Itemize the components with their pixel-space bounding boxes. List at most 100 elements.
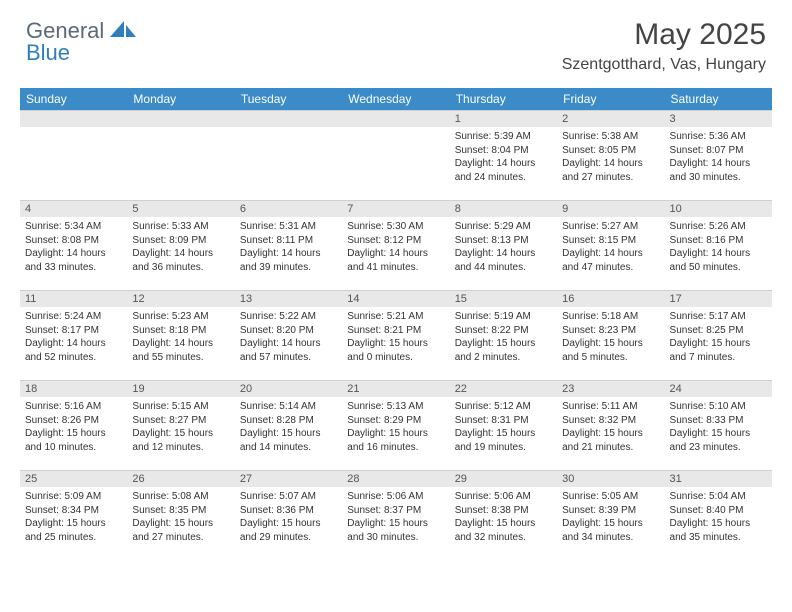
calendar-cell: 30Sunrise: 5:05 AMSunset: 8:39 PMDayligh… xyxy=(557,470,664,560)
day-header: Monday xyxy=(127,88,234,110)
daylight-line: Daylight: 14 hours and 36 minutes. xyxy=(132,247,229,274)
calendar-cell: 21Sunrise: 5:13 AMSunset: 8:29 PMDayligh… xyxy=(342,380,449,470)
sunrise-line: Sunrise: 5:21 AM xyxy=(347,310,444,324)
daylight-line: Daylight: 15 hours and 23 minutes. xyxy=(670,427,767,454)
day-details: Sunrise: 5:26 AMSunset: 8:16 PMDaylight:… xyxy=(665,217,772,276)
calendar-cell: 23Sunrise: 5:11 AMSunset: 8:32 PMDayligh… xyxy=(557,380,664,470)
calendar-cell: 2Sunrise: 5:38 AMSunset: 8:05 PMDaylight… xyxy=(557,110,664,200)
day-details: Sunrise: 5:06 AMSunset: 8:37 PMDaylight:… xyxy=(342,487,449,546)
sunrise-line: Sunrise: 5:36 AM xyxy=(670,130,767,144)
sunset-line: Sunset: 8:39 PM xyxy=(562,504,659,518)
sunset-line: Sunset: 8:23 PM xyxy=(562,324,659,338)
calendar-cell: 13Sunrise: 5:22 AMSunset: 8:20 PMDayligh… xyxy=(235,290,342,380)
sunset-line: Sunset: 8:34 PM xyxy=(25,504,122,518)
sunrise-line: Sunrise: 5:24 AM xyxy=(25,310,122,324)
daylight-line: Daylight: 15 hours and 34 minutes. xyxy=(562,517,659,544)
calendar-cell: 4Sunrise: 5:34 AMSunset: 8:08 PMDaylight… xyxy=(20,200,127,290)
calendar-cell xyxy=(342,110,449,200)
sunset-line: Sunset: 8:13 PM xyxy=(455,234,552,248)
sunset-line: Sunset: 8:37 PM xyxy=(347,504,444,518)
daylight-line: Daylight: 14 hours and 27 minutes. xyxy=(562,157,659,184)
day-header-row: SundayMondayTuesdayWednesdayThursdayFrid… xyxy=(20,88,772,110)
day-number: 17 xyxy=(665,290,772,307)
daylight-line: Daylight: 15 hours and 2 minutes. xyxy=(455,337,552,364)
day-details: Sunrise: 5:24 AMSunset: 8:17 PMDaylight:… xyxy=(20,307,127,366)
sunset-line: Sunset: 8:35 PM xyxy=(132,504,229,518)
empty-day-bar xyxy=(20,110,127,127)
day-number: 24 xyxy=(665,380,772,397)
sunrise-line: Sunrise: 5:31 AM xyxy=(240,220,337,234)
calendar-cell: 20Sunrise: 5:14 AMSunset: 8:28 PMDayligh… xyxy=(235,380,342,470)
day-details: Sunrise: 5:14 AMSunset: 8:28 PMDaylight:… xyxy=(235,397,342,456)
empty-day-bar xyxy=(235,110,342,127)
day-details: Sunrise: 5:13 AMSunset: 8:29 PMDaylight:… xyxy=(342,397,449,456)
day-details: Sunrise: 5:38 AMSunset: 8:05 PMDaylight:… xyxy=(557,127,664,186)
day-number: 23 xyxy=(557,380,664,397)
logo-text-blue: Blue xyxy=(26,40,70,66)
sunset-line: Sunset: 8:09 PM xyxy=(132,234,229,248)
calendar-cell: 9Sunrise: 5:27 AMSunset: 8:15 PMDaylight… xyxy=(557,200,664,290)
sunset-line: Sunset: 8:25 PM xyxy=(670,324,767,338)
daylight-line: Daylight: 14 hours and 30 minutes. xyxy=(670,157,767,184)
logo-line2: Blue xyxy=(26,40,70,66)
calendar-cell: 1Sunrise: 5:39 AMSunset: 8:04 PMDaylight… xyxy=(450,110,557,200)
day-number: 10 xyxy=(665,200,772,217)
day-details: Sunrise: 5:39 AMSunset: 8:04 PMDaylight:… xyxy=(450,127,557,186)
sunrise-line: Sunrise: 5:39 AM xyxy=(455,130,552,144)
day-header: Tuesday xyxy=(235,88,342,110)
sunrise-line: Sunrise: 5:13 AM xyxy=(347,400,444,414)
daylight-line: Daylight: 15 hours and 5 minutes. xyxy=(562,337,659,364)
day-details: Sunrise: 5:30 AMSunset: 8:12 PMDaylight:… xyxy=(342,217,449,276)
day-number: 19 xyxy=(127,380,234,397)
day-number: 20 xyxy=(235,380,342,397)
calendar-cell: 6Sunrise: 5:31 AMSunset: 8:11 PMDaylight… xyxy=(235,200,342,290)
day-details: Sunrise: 5:06 AMSunset: 8:38 PMDaylight:… xyxy=(450,487,557,546)
calendar-cell: 31Sunrise: 5:04 AMSunset: 8:40 PMDayligh… xyxy=(665,470,772,560)
calendar-cell: 26Sunrise: 5:08 AMSunset: 8:35 PMDayligh… xyxy=(127,470,234,560)
day-details: Sunrise: 5:23 AMSunset: 8:18 PMDaylight:… xyxy=(127,307,234,366)
sunset-line: Sunset: 8:04 PM xyxy=(455,144,552,158)
daylight-line: Daylight: 14 hours and 44 minutes. xyxy=(455,247,552,274)
day-details: Sunrise: 5:11 AMSunset: 8:32 PMDaylight:… xyxy=(557,397,664,456)
calendar-cell: 14Sunrise: 5:21 AMSunset: 8:21 PMDayligh… xyxy=(342,290,449,380)
sunrise-line: Sunrise: 5:34 AM xyxy=(25,220,122,234)
calendar-cell: 19Sunrise: 5:15 AMSunset: 8:27 PMDayligh… xyxy=(127,380,234,470)
day-header: Saturday xyxy=(665,88,772,110)
sunrise-line: Sunrise: 5:29 AM xyxy=(455,220,552,234)
day-header: Friday xyxy=(557,88,664,110)
sunset-line: Sunset: 8:22 PM xyxy=(455,324,552,338)
sunrise-line: Sunrise: 5:18 AM xyxy=(562,310,659,324)
calendar-week-row: 18Sunrise: 5:16 AMSunset: 8:26 PMDayligh… xyxy=(20,380,772,470)
calendar-cell xyxy=(127,110,234,200)
sunrise-line: Sunrise: 5:26 AM xyxy=(670,220,767,234)
daylight-line: Daylight: 15 hours and 19 minutes. xyxy=(455,427,552,454)
sunset-line: Sunset: 8:20 PM xyxy=(240,324,337,338)
daylight-line: Daylight: 14 hours and 41 minutes. xyxy=(347,247,444,274)
calendar-cell: 25Sunrise: 5:09 AMSunset: 8:34 PMDayligh… xyxy=(20,470,127,560)
daylight-line: Daylight: 14 hours and 33 minutes. xyxy=(25,247,122,274)
day-details: Sunrise: 5:15 AMSunset: 8:27 PMDaylight:… xyxy=(127,397,234,456)
sunrise-line: Sunrise: 5:11 AM xyxy=(562,400,659,414)
day-number: 9 xyxy=(557,200,664,217)
calendar-cell: 8Sunrise: 5:29 AMSunset: 8:13 PMDaylight… xyxy=(450,200,557,290)
sunset-line: Sunset: 8:08 PM xyxy=(25,234,122,248)
day-number: 27 xyxy=(235,470,342,487)
calendar-week-row: 11Sunrise: 5:24 AMSunset: 8:17 PMDayligh… xyxy=(20,290,772,380)
day-details: Sunrise: 5:18 AMSunset: 8:23 PMDaylight:… xyxy=(557,307,664,366)
day-details: Sunrise: 5:36 AMSunset: 8:07 PMDaylight:… xyxy=(665,127,772,186)
calendar-cell: 5Sunrise: 5:33 AMSunset: 8:09 PMDaylight… xyxy=(127,200,234,290)
daylight-line: Daylight: 15 hours and 30 minutes. xyxy=(347,517,444,544)
title-block: May 2025 Szentgotthard, Vas, Hungary xyxy=(562,18,766,74)
sunset-line: Sunset: 8:11 PM xyxy=(240,234,337,248)
day-header: Sunday xyxy=(20,88,127,110)
day-number: 25 xyxy=(20,470,127,487)
daylight-line: Daylight: 14 hours and 52 minutes. xyxy=(25,337,122,364)
sunset-line: Sunset: 8:12 PM xyxy=(347,234,444,248)
sunset-line: Sunset: 8:33 PM xyxy=(670,414,767,428)
day-number: 6 xyxy=(235,200,342,217)
daylight-line: Daylight: 14 hours and 55 minutes. xyxy=(132,337,229,364)
daylight-line: Daylight: 15 hours and 16 minutes. xyxy=(347,427,444,454)
sunrise-line: Sunrise: 5:07 AM xyxy=(240,490,337,504)
calendar-cell: 7Sunrise: 5:30 AMSunset: 8:12 PMDaylight… xyxy=(342,200,449,290)
calendar-week-row: 1Sunrise: 5:39 AMSunset: 8:04 PMDaylight… xyxy=(20,110,772,200)
